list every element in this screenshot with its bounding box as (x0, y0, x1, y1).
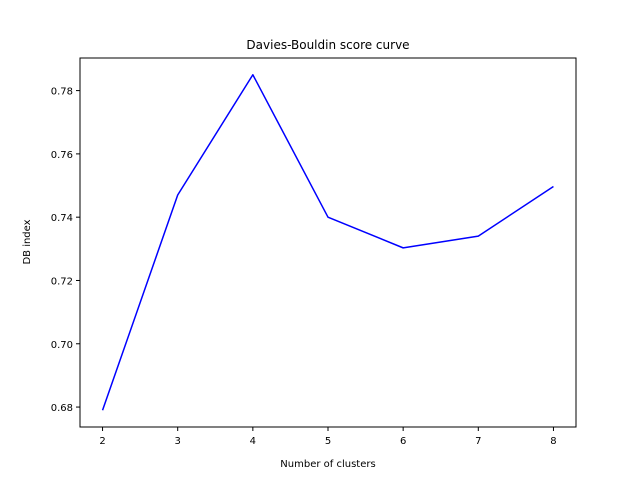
x-tick-label: 8 (550, 436, 556, 447)
x-tick-label: 7 (475, 436, 481, 447)
y-tick-label: 0.72 (51, 276, 73, 287)
x-tick-label: 4 (250, 436, 256, 447)
y-tick-label: 0.74 (51, 213, 73, 224)
y-tick-label: 0.70 (51, 340, 73, 351)
x-tick-label: 2 (99, 436, 105, 447)
y-tick-label: 0.78 (51, 87, 73, 98)
plot-frame (79, 57, 577, 428)
x-axis: 2 3 4 5 6 7 8 (99, 427, 557, 447)
series-line (101, 74, 554, 411)
y-axis: 0.68 0.70 0.72 0.74 0.76 0.78 (51, 87, 80, 414)
chart-title: Davies-Bouldin score curve (246, 38, 409, 52)
y-tick-label: 0.76 (51, 150, 73, 161)
x-tick-label: 3 (175, 436, 181, 447)
y-axis-label: DB index (22, 219, 33, 264)
y-tick-label: 0.68 (51, 403, 73, 414)
plot-area (101, 74, 554, 411)
x-tick-label: 5 (325, 436, 331, 447)
x-tick-label: 6 (400, 436, 406, 447)
x-axis-label: Number of clusters (280, 459, 375, 470)
